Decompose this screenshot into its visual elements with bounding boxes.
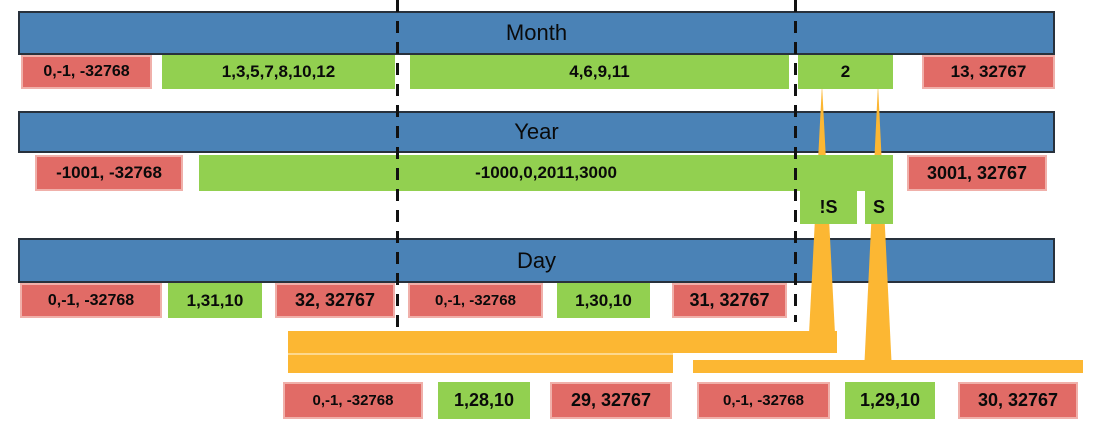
- feb-28-upper-bracket: [288, 331, 837, 353]
- month-invalid-high-label: 13, 32767: [950, 62, 1027, 81]
- year-bar: Year: [18, 111, 1055, 153]
- feb-28-lower-bracket: [288, 355, 673, 373]
- day-invalid-high-30-label: 31, 32767: [689, 290, 770, 310]
- feb-invalid-high-28-label: 29, 32767: [570, 390, 652, 410]
- year-leap-label: S: [872, 196, 885, 217]
- feb-invalid-low-29-label: 0,-1, -32768: [723, 392, 804, 409]
- day-invalid-low-31-box: 0,-1, -32768: [20, 283, 162, 318]
- day-invalid-high-30-box: 31, 32767: [672, 283, 787, 318]
- month-invalid-low-box: 0,-1, -32768: [21, 55, 152, 89]
- day-invalid-low-30-box: 0,-1, -32768: [408, 283, 543, 318]
- year-invalid-high-label: 3001, 32767: [926, 162, 1028, 183]
- year-leap-box: S: [865, 190, 893, 224]
- month-valid-feb-box: 2: [798, 55, 893, 89]
- day-bar-label: Day: [516, 247, 557, 273]
- bracket-seam: [288, 353, 673, 355]
- dashed-separator-left: [396, 0, 399, 327]
- year-bar-label: Year: [514, 119, 559, 144]
- year-invalid-low-label: -1001, -32768: [56, 163, 162, 182]
- day-bar: Day: [18, 238, 1055, 283]
- day-invalid-low-30-label: 0,-1, -32768: [435, 292, 516, 309]
- feb-invalid-low-28-box: 0,-1, -32768: [283, 382, 423, 419]
- day-invalid-high-31-label: 32, 32767: [294, 290, 376, 310]
- year-valid-label: -1000,0,2011,3000: [475, 163, 617, 182]
- feb-valid-29-box: 1,29,10: [845, 382, 935, 419]
- dashed-separator-right: [794, 0, 797, 322]
- month-valid-feb-label: 2: [840, 62, 851, 81]
- day-valid-31-label: 1,31,10: [186, 290, 244, 310]
- month-bar: Month: [18, 11, 1055, 55]
- year-not-leap-box: !S: [800, 190, 857, 224]
- month-invalid-low-label: 0,-1, -32768: [43, 63, 130, 80]
- year-invalid-high-box: 3001, 32767: [907, 155, 1047, 191]
- feb-valid-28-box: 1,28,10: [438, 382, 530, 419]
- month-valid-30-label: 4,6,9,11: [569, 62, 630, 81]
- month-bar-label: Month: [505, 20, 568, 45]
- year-not-leap-label: !S: [819, 196, 838, 217]
- day-invalid-high-31-box: 32, 32767: [275, 283, 395, 318]
- feb-invalid-high-29-label: 30, 32767: [977, 390, 1059, 410]
- year-invalid-low-box: -1001, -32768: [35, 155, 183, 191]
- day-valid-31-box: 1,31,10: [168, 283, 262, 318]
- feb-invalid-low-28-label: 0,-1, -32768: [312, 392, 394, 409]
- feb-invalid-high-28-box: 29, 32767: [550, 382, 672, 419]
- day-valid-30-label: 1,30,10: [575, 290, 632, 310]
- feb-valid-29-label: 1,29,10: [859, 390, 921, 410]
- year-valid-box: -1000,0,2011,3000: [199, 155, 893, 191]
- feb-29-bracket: [693, 360, 1083, 373]
- month-valid-31-box: 1,3,5,7,8,10,12: [162, 55, 395, 89]
- feb-invalid-high-29-box: 30, 32767: [958, 382, 1078, 419]
- day-invalid-low-31-label: 0,-1, -32768: [47, 291, 135, 309]
- feb-invalid-low-29-box: 0,-1, -32768: [697, 382, 830, 419]
- month-valid-31-label: 1,3,5,7,8,10,12: [221, 62, 336, 81]
- month-valid-30-box: 4,6,9,11: [410, 55, 789, 89]
- day-valid-30-box: 1,30,10: [557, 283, 650, 318]
- feb-valid-28-label: 1,28,10: [453, 390, 515, 410]
- month-invalid-high-box: 13, 32767: [922, 55, 1055, 89]
